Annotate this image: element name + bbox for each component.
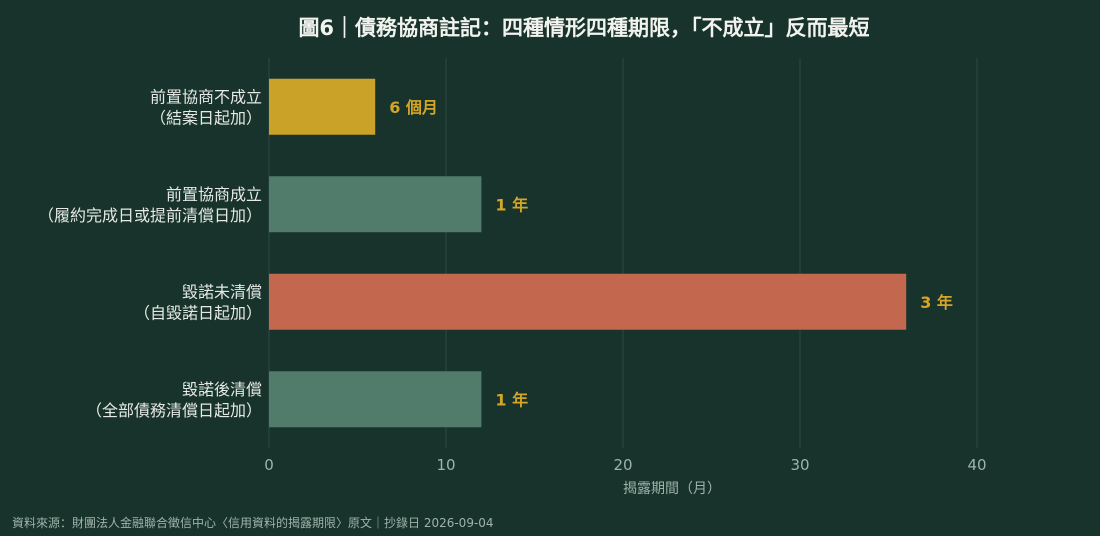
x-tick-label: 30 bbox=[790, 456, 809, 474]
category-label: （全部債務清償日起加） bbox=[86, 401, 262, 420]
x-axis-ticks: 0 10 20 30 40 bbox=[264, 456, 986, 474]
bar bbox=[269, 78, 376, 135]
bar-value-label: 1 年 bbox=[495, 195, 528, 214]
bar-value-label: 3 年 bbox=[920, 293, 953, 312]
category-label: 毀諾後清償 bbox=[182, 380, 262, 399]
x-axis-title: 揭露期間（月） bbox=[623, 481, 721, 497]
chart-title: 圖6｜債務協商註記：四種情形四種期限，「不成立」反而最短 bbox=[298, 16, 869, 40]
x-tick-label: 10 bbox=[436, 456, 455, 474]
bar-value-label: 6 個月 bbox=[389, 98, 438, 117]
value-labels: 6 個月 1 年 3 年 1 年 bbox=[389, 98, 953, 410]
category-label: 前置協商不成立 bbox=[150, 87, 262, 106]
category-label: 毀諾未清償 bbox=[182, 282, 262, 301]
bar bbox=[269, 371, 482, 428]
category-label: （結案日起加） bbox=[150, 108, 262, 127]
category-label: （履約完成日或提前清償日加） bbox=[38, 206, 262, 225]
category-label: （自毀諾日起加） bbox=[134, 303, 262, 322]
source-note: 資料來源：財團法人金融聯合徵信中心〈信用資料的揭露期限〉原文｜抄錄日 2026-… bbox=[12, 515, 494, 530]
bar-value-label: 1 年 bbox=[495, 390, 528, 409]
bar bbox=[269, 273, 907, 330]
x-tick-label: 0 bbox=[264, 456, 274, 474]
x-tick-label: 40 bbox=[967, 456, 986, 474]
category-labels: 前置協商不成立 （結案日起加） 前置協商成立 （履約完成日或提前清償日加） 毀諾未清償 （… bbox=[38, 87, 262, 420]
bar bbox=[269, 176, 482, 233]
bars bbox=[269, 78, 907, 428]
x-tick-label: 20 bbox=[613, 456, 632, 474]
category-label: 前置協商成立 bbox=[166, 185, 262, 204]
